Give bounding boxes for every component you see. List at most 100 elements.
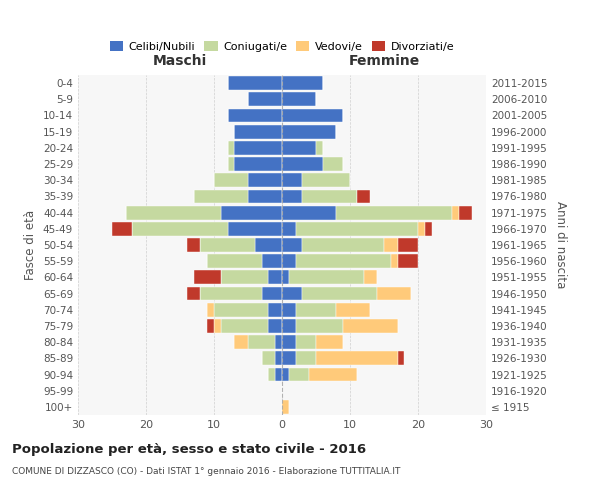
Bar	[275, 368, 282, 382]
Bar	[275, 336, 282, 349]
Bar	[112, 222, 133, 235]
Bar	[248, 190, 282, 203]
Bar	[282, 254, 296, 268]
Bar	[309, 368, 357, 382]
Bar	[214, 303, 268, 316]
Bar	[187, 286, 200, 300]
Bar	[214, 174, 248, 187]
Bar	[214, 319, 221, 333]
Bar	[282, 76, 323, 90]
Bar	[296, 254, 391, 268]
Bar	[207, 319, 214, 333]
Bar	[364, 270, 377, 284]
Bar	[248, 174, 282, 187]
Bar	[200, 286, 262, 300]
Bar	[227, 76, 282, 90]
Bar	[418, 222, 425, 235]
Bar	[282, 190, 302, 203]
Bar	[289, 368, 309, 382]
Bar	[302, 286, 377, 300]
Bar	[282, 108, 343, 122]
Y-axis label: Anni di nascita: Anni di nascita	[554, 202, 567, 288]
Bar	[282, 157, 323, 171]
Legend: Celibi/Nubili, Coniugati/e, Vedovi/e, Divorziati/e: Celibi/Nubili, Coniugati/e, Vedovi/e, Di…	[106, 36, 458, 56]
Bar	[207, 303, 214, 316]
Bar	[282, 222, 296, 235]
Bar	[227, 222, 282, 235]
Bar	[459, 206, 472, 220]
Bar	[282, 286, 302, 300]
Bar	[268, 368, 275, 382]
Bar	[207, 254, 262, 268]
Bar	[227, 157, 235, 171]
Bar	[235, 125, 282, 138]
Bar	[194, 270, 221, 284]
Bar	[384, 238, 398, 252]
Bar	[187, 238, 200, 252]
Bar	[275, 352, 282, 365]
Bar	[296, 319, 343, 333]
Bar	[221, 270, 268, 284]
Bar	[235, 157, 282, 171]
Bar	[296, 222, 418, 235]
Bar	[262, 286, 282, 300]
Bar	[302, 190, 357, 203]
Text: Femmine: Femmine	[349, 54, 419, 68]
Bar	[296, 352, 316, 365]
Bar	[391, 254, 398, 268]
Bar	[268, 303, 282, 316]
Bar	[289, 270, 364, 284]
Bar	[282, 303, 296, 316]
Bar	[302, 174, 350, 187]
Bar	[323, 157, 343, 171]
Bar	[398, 254, 418, 268]
Bar	[235, 336, 248, 349]
Text: Maschi: Maschi	[153, 54, 207, 68]
Bar	[357, 190, 370, 203]
Bar	[200, 238, 255, 252]
Bar	[282, 174, 302, 187]
Y-axis label: Fasce di età: Fasce di età	[25, 210, 37, 280]
Bar	[282, 368, 289, 382]
Bar	[316, 352, 398, 365]
Bar	[227, 108, 282, 122]
Bar	[255, 238, 282, 252]
Bar	[227, 141, 235, 154]
Bar	[248, 336, 275, 349]
Bar	[452, 206, 459, 220]
Bar	[235, 141, 282, 154]
Bar	[282, 352, 296, 365]
Bar	[398, 238, 418, 252]
Bar	[337, 303, 370, 316]
Bar	[282, 125, 337, 138]
Bar	[425, 222, 431, 235]
Bar	[316, 141, 323, 154]
Bar	[337, 206, 452, 220]
Bar	[296, 303, 337, 316]
Bar	[248, 92, 282, 106]
Bar	[221, 319, 268, 333]
Bar	[316, 336, 343, 349]
Bar	[398, 352, 404, 365]
Bar	[262, 352, 275, 365]
Bar	[133, 222, 227, 235]
Bar	[125, 206, 221, 220]
Bar	[194, 190, 248, 203]
Bar	[221, 206, 282, 220]
Bar	[282, 92, 316, 106]
Text: COMUNE DI DIZZASCO (CO) - Dati ISTAT 1° gennaio 2016 - Elaborazione TUTTITALIA.I: COMUNE DI DIZZASCO (CO) - Dati ISTAT 1° …	[12, 468, 400, 476]
Bar	[282, 238, 302, 252]
Bar	[302, 238, 384, 252]
Bar	[268, 319, 282, 333]
Text: Popolazione per età, sesso e stato civile - 2016: Popolazione per età, sesso e stato civil…	[12, 442, 366, 456]
Bar	[262, 254, 282, 268]
Bar	[282, 336, 296, 349]
Bar	[268, 270, 282, 284]
Bar	[377, 286, 411, 300]
Bar	[282, 206, 337, 220]
Bar	[282, 270, 289, 284]
Bar	[343, 319, 398, 333]
Bar	[282, 400, 289, 414]
Bar	[296, 336, 316, 349]
Bar	[282, 141, 316, 154]
